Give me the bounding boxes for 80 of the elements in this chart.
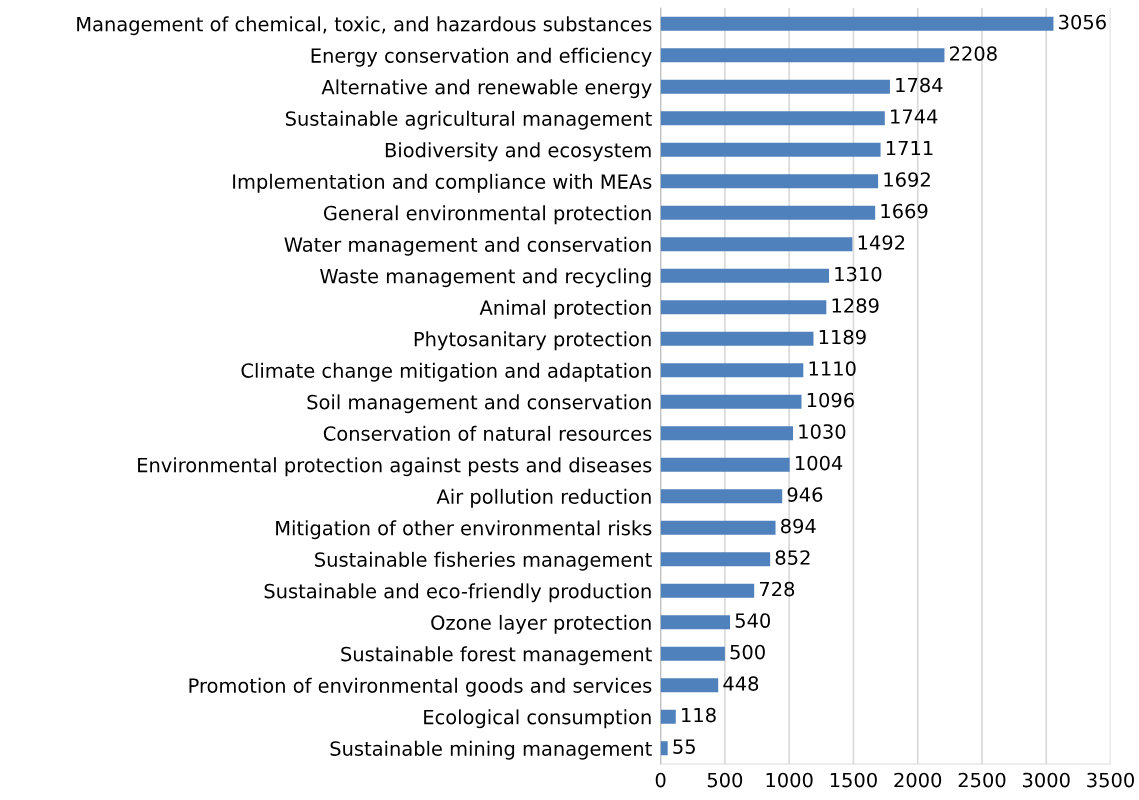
bar — [660, 174, 879, 189]
y-tick-label: Ecological consumption — [424, 709, 651, 729]
y-tick-label: Water management and conservation — [284, 236, 651, 256]
bar — [660, 426, 794, 441]
bar — [660, 268, 830, 283]
y-tick-label: Energy conservation and efficiency — [311, 47, 652, 67]
data-label: 1669 — [881, 203, 928, 219]
data-label: 1289 — [832, 298, 879, 313]
y-tick-label: Ozone layer protection — [431, 614, 651, 634]
bar — [660, 646, 725, 661]
x-tick-label: 0 — [655, 772, 666, 788]
bar — [660, 583, 755, 598]
x-tick-label: 500 — [707, 772, 743, 788]
y-tick-label: Environmental protection against pests and diseases — [138, 457, 652, 477]
bar — [660, 237, 853, 252]
y-tick-label: Waste management and recycling — [320, 268, 651, 288]
data-label: 1692 — [884, 172, 930, 187]
bar — [660, 48, 945, 63]
y-tick-label: Conservation of natural resources — [323, 425, 652, 441]
data-label: 1492 — [858, 235, 905, 250]
bar — [660, 16, 1054, 31]
data-label: 852 — [775, 550, 810, 565]
data-label: 1030 — [799, 424, 846, 439]
y-tick-label: Air pollution reduction — [436, 488, 651, 508]
y-tick-label: Phytosanitary protection — [414, 331, 651, 351]
y-tick-label: Promotion of environmental goods and services — [189, 677, 652, 697]
bar — [660, 142, 881, 157]
x-tick-label: 2500 — [958, 772, 1006, 788]
y-tick-label: General environmental protection — [323, 205, 651, 225]
data-label: 1310 — [835, 266, 882, 282]
bar — [660, 678, 719, 693]
data-label: 2208 — [950, 46, 997, 61]
bar — [660, 363, 804, 378]
bar — [660, 331, 814, 346]
bar — [660, 205, 876, 220]
data-label: 1004 — [795, 455, 843, 471]
bar — [660, 489, 783, 504]
bar — [660, 615, 731, 630]
y-tick-label: Mitigation of other environmental risks — [276, 520, 652, 540]
data-label: 1784 — [896, 77, 943, 93]
y-tick-label: Sustainable forest management — [341, 646, 652, 666]
bar — [660, 520, 776, 535]
bar — [660, 394, 802, 409]
y-tick-label: Alternative and renewable energy — [321, 79, 652, 99]
bar — [660, 552, 771, 567]
y-tick-label: Sustainable and eco-friendly production — [264, 583, 651, 603]
y-tick-label: Implementation and compliance with MEAs — [233, 173, 652, 193]
data-label: 946 — [787, 487, 823, 502]
bar — [660, 111, 885, 126]
y-tick-label: Climate change mitigation and adaptation — [241, 362, 651, 382]
y-tick-label: Sustainable agricultural management — [285, 110, 652, 130]
y-tick-label: Sustainable fisheries management — [315, 551, 652, 571]
data-label: 540 — [735, 613, 771, 628]
bar — [660, 709, 676, 724]
y-tick-label: Management of chemical, toxic, and hazardous substances — [77, 16, 652, 36]
data-label: 500 — [730, 644, 765, 660]
y-tick-label: Sustainable mining management — [330, 740, 652, 760]
data-label: 448 — [723, 676, 759, 691]
data-label: 1711 — [886, 140, 933, 156]
bar — [660, 741, 668, 756]
data-label: 1096 — [807, 392, 854, 408]
x-tick-label: 2000 — [894, 772, 942, 788]
data-label: 728 — [759, 581, 795, 597]
data-label: 3056 — [1059, 14, 1106, 30]
x-tick-label: 3000 — [1022, 772, 1070, 788]
data-label: 1189 — [819, 329, 866, 345]
x-tick-label: 3500 — [1087, 772, 1134, 788]
data-label: 1110 — [809, 361, 856, 376]
data-label: 894 — [781, 518, 816, 534]
y-tick-label: Soil management and conservation — [307, 394, 651, 414]
bar — [660, 457, 790, 472]
data-label: 1744 — [891, 109, 938, 124]
bar — [660, 79, 890, 94]
data-label: 118 — [682, 707, 716, 723]
data-label: 55 — [673, 739, 695, 754]
bar — [660, 300, 827, 315]
x-tick-label: 1500 — [830, 772, 877, 788]
x-tick-label: 1000 — [766, 772, 813, 788]
y-tick-label: Biodiversity and ecosystem — [385, 142, 651, 162]
y-tick-label: Animal protection — [479, 299, 651, 319]
